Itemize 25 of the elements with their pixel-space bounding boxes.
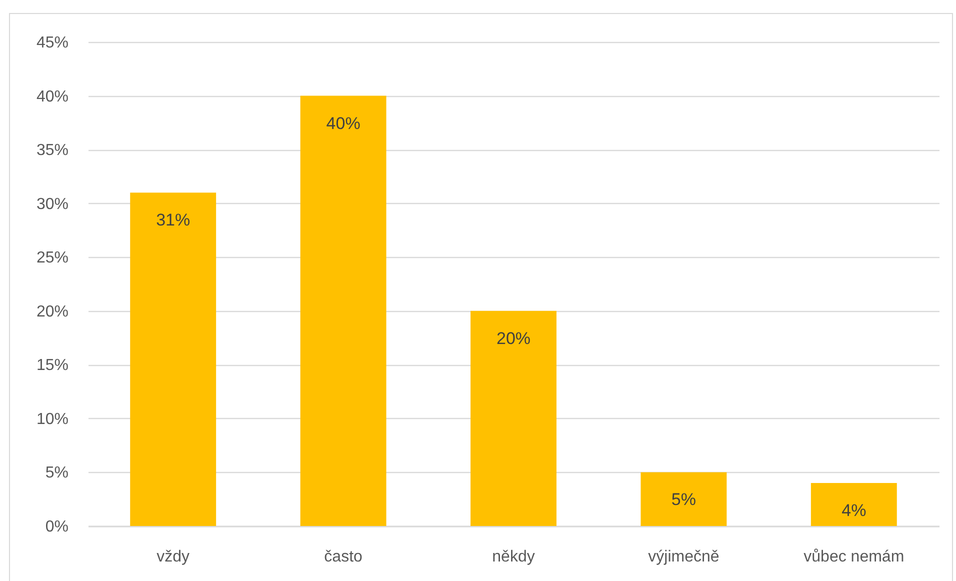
y-tick-label: 30% (36, 196, 68, 213)
x-tick-label: výjimečně (648, 548, 720, 566)
x-tick-label: často (324, 548, 363, 566)
y-tick-label: 25% (36, 250, 68, 267)
data-label: 31% (156, 210, 190, 230)
y-tick-label: 10% (36, 410, 68, 428)
y-tick-label: 40% (36, 88, 68, 106)
data-label: 40% (326, 114, 360, 133)
bar (300, 96, 386, 526)
x-tick-label: vždy (156, 548, 190, 566)
data-label: 5% (671, 490, 696, 510)
bar (130, 192, 216, 526)
bar (810, 482, 897, 526)
y-tick-label: 5% (45, 464, 68, 482)
y-tick-label: 20% (36, 303, 68, 320)
data-label: 20% (496, 328, 531, 348)
bar (640, 472, 727, 526)
bar (470, 310, 556, 526)
y-tick-label: 0% (45, 518, 68, 536)
y-tick-label: 15% (36, 357, 68, 374)
y-tick-label: 45% (36, 34, 68, 52)
x-tick-label: vůbec nemám (804, 548, 904, 566)
x-tick-label: někdy (492, 548, 535, 566)
data-label: 4% (842, 500, 866, 520)
y-tick-label: 35% (36, 142, 68, 160)
